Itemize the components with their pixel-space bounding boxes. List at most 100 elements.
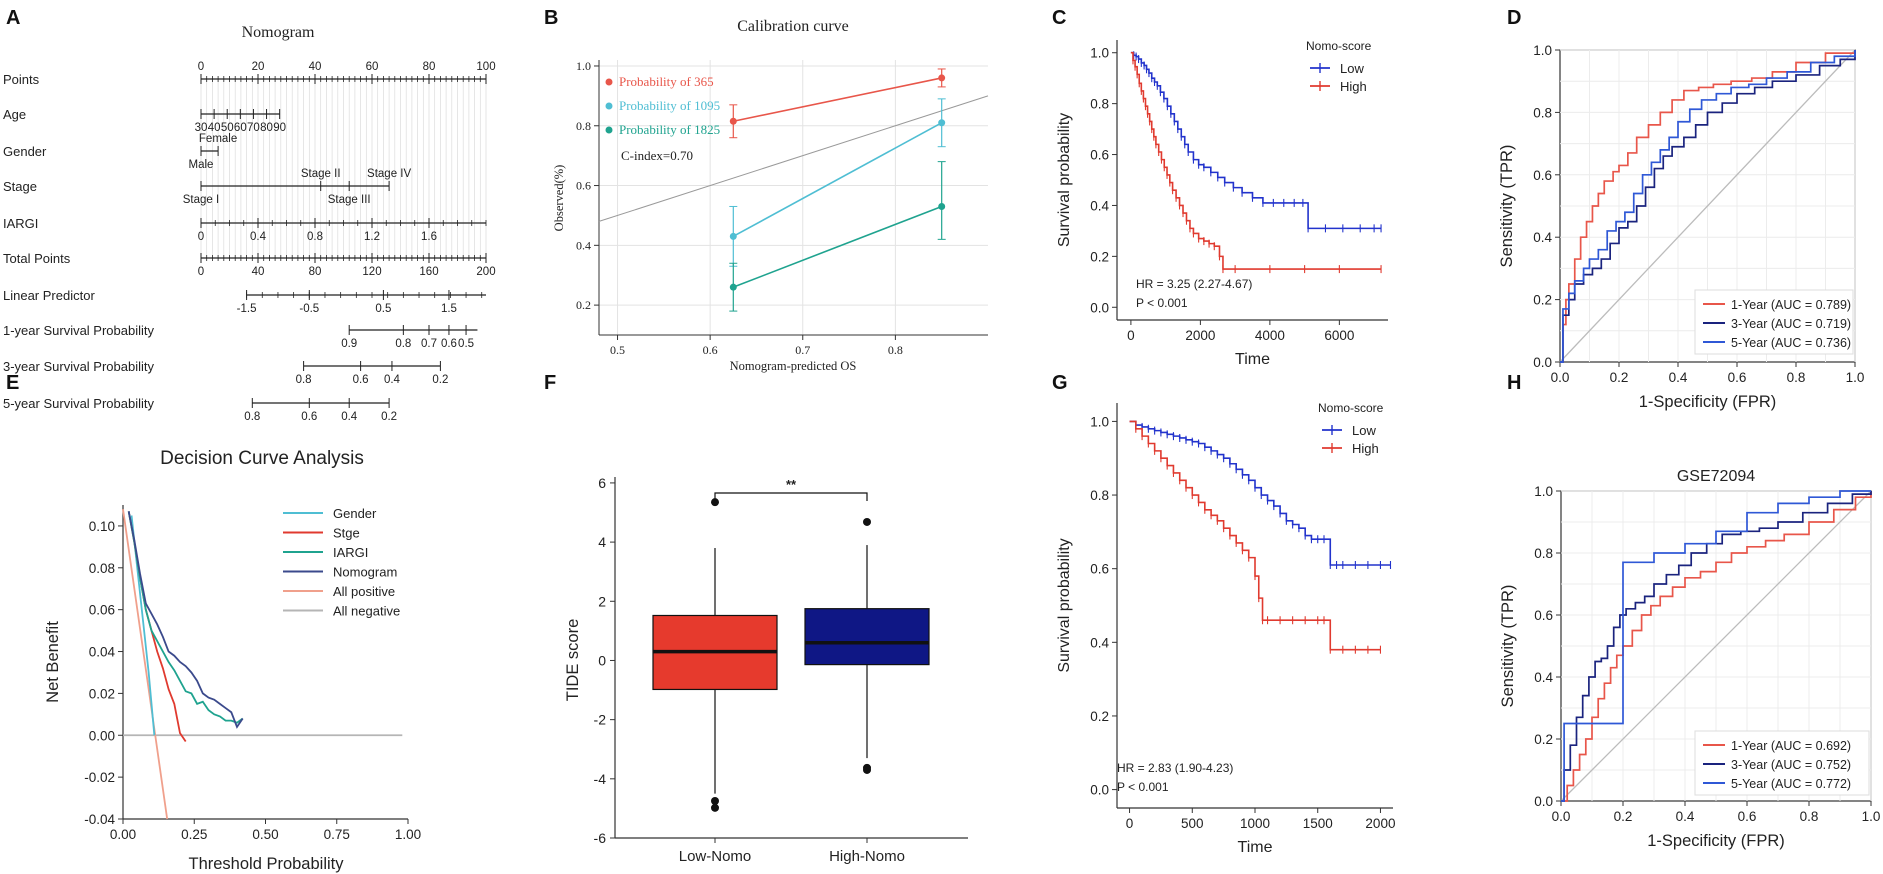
x-tick-label: 0.5: [610, 343, 625, 357]
roc-curve-2: [1560, 50, 1856, 363]
tick-label: 0.6: [441, 338, 457, 350]
x-tick-label: 0.50: [252, 827, 278, 842]
y-axis-label: Survival probability: [1056, 538, 1073, 672]
tick-label: 80: [309, 266, 322, 278]
legend-dot: [605, 102, 613, 110]
tick-label: 0.6: [301, 411, 317, 423]
y-tick-label: 0.0: [1090, 300, 1109, 315]
calibration-point: [729, 232, 737, 240]
roc-curve-3: [1560, 50, 1856, 363]
y-tick-label: 1.0: [576, 59, 591, 73]
tick-label: 0: [198, 231, 204, 243]
tick-label: 200: [476, 266, 495, 278]
significance-bracket: [714, 492, 868, 501]
x-axis-label: Time: [1238, 839, 1273, 856]
tick-label: 50: [221, 122, 234, 134]
legend-label: 3-Year (AUC = 0.752): [1731, 758, 1851, 772]
y-tick-label: 0.04: [89, 645, 116, 660]
x-tick-label: 0.0: [1551, 370, 1570, 385]
chance-diagonal: [1559, 49, 1856, 363]
tick-label: 1.2: [364, 231, 380, 243]
row-label: Age: [3, 107, 26, 122]
calibration-point: [938, 202, 946, 210]
y-tick-label: 0.06: [89, 603, 115, 618]
y-tick-label: 0.02: [89, 686, 115, 701]
tick-label: 70: [247, 122, 260, 134]
legend-title: Nomo-score: [1318, 401, 1384, 415]
tick-label: 100: [476, 61, 495, 73]
calibration-point: [729, 283, 737, 291]
hr-annotation: HR = 3.25 (2.27-4.67): [1136, 277, 1252, 291]
tick-label: 0.6: [353, 374, 369, 386]
tick-label: 40: [309, 61, 322, 73]
x-axis-label: 1-Specificity (FPR): [1647, 832, 1785, 850]
calibration-line-2: [732, 122, 943, 238]
panel-letter-b: B: [544, 7, 558, 29]
tick-label: 80: [260, 122, 273, 134]
panel-letter-a: A: [6, 7, 20, 29]
row-label: Linear Predictor: [3, 288, 95, 303]
y-tick-label: 0.2: [576, 298, 591, 312]
panel-letter-e: E: [6, 372, 19, 394]
dca-title: Decision Curve Analysis: [160, 448, 364, 469]
roc-curve-1: [1561, 491, 1872, 802]
tick-label: 0.2: [432, 374, 448, 386]
calibration-point: [938, 74, 946, 82]
row-label: Gender: [3, 144, 47, 159]
x-tick-label: 0.8: [1800, 809, 1819, 824]
hr-annotation: HR = 2.83 (1.90-4.23): [1117, 761, 1233, 775]
calibration-line-3: [733, 205, 942, 288]
roc-title: GSE72094: [1677, 468, 1755, 485]
p-annotation: P < 0.001: [1117, 780, 1169, 794]
x-tick-label: 0.8: [1787, 370, 1806, 385]
legend-label: Probability of 1825: [619, 122, 720, 137]
roc-panel-d: 0.0 0.2 0.4 0.6 0.8 1.0 0.0 0.2 0.4 0.6 0.8 1.0 1-Ye…: [1498, 43, 1864, 411]
x-axis-label: Nomogram-predicted OS: [730, 359, 857, 373]
legend-label: 1-Year (AUC = 0.692): [1731, 739, 1851, 753]
tick-label: 20: [252, 61, 265, 73]
legend-label: Probability of 1095: [619, 98, 720, 113]
outlier-point: [863, 765, 871, 774]
y-tick-label: 0.6: [1090, 562, 1109, 577]
legend-label: Probability of 365: [619, 74, 714, 89]
y-tick-label: 1.0: [1534, 484, 1553, 499]
x-tick-label: 0.4: [1676, 809, 1695, 824]
row-label: IARGI: [3, 216, 38, 231]
boxplot-panel: -6 -4 -2 0 2 4 6 Low-Nomo High-Nomo ** TIDE score: [564, 475, 968, 865]
tick-label: 0.8: [296, 374, 312, 386]
y-tick-label: 4: [598, 534, 606, 550]
y-tick-label: 0.6: [1534, 608, 1553, 623]
dca-panel: 0.00 0.25 0.50 0.75 1.00 -0.04 -0.02 0.00 0.02 0.…: [44, 448, 421, 873]
legend-label: Gender: [333, 506, 377, 521]
c-index-annotation: C-index=0.70: [621, 148, 693, 163]
tick-label: -1.5: [237, 303, 257, 315]
y-tick-label: -2: [594, 712, 607, 728]
x-tick-label: 0.00: [110, 827, 136, 842]
y-axis-label: Sensitivity (TPR): [1499, 585, 1517, 708]
y-tick-label: 0.2: [1533, 293, 1552, 308]
y-tick-label: 0.10: [89, 519, 115, 534]
x-category-label: High-Nomo: [829, 848, 905, 865]
tick-label: Male: [189, 159, 214, 171]
row-label: Stage: [3, 179, 37, 194]
y-axis-label: Net Benefit: [44, 621, 62, 703]
x-tick-label: 0: [1126, 816, 1134, 831]
tick-label: 0.5: [458, 338, 474, 350]
x-axis-label: Time: [1235, 351, 1270, 368]
dca-curve-all-positive: [122, 509, 169, 820]
roc-panel-h: 0.0 0.2 0.4 0.6 0.8 1.0 0.0 0.2 0.4 0.6 0.8 1.0 1-Ye…: [1499, 468, 1880, 850]
x-tick-label: 1.0: [1862, 809, 1881, 824]
x-tick-label: 500: [1181, 816, 1204, 831]
roc-curve-2: [1561, 491, 1872, 802]
x-category-label: Low-Nomo: [679, 848, 752, 865]
tick-label: 0: [198, 266, 204, 278]
tick-label: 60: [366, 61, 379, 73]
tick-label: 0.4: [384, 374, 401, 386]
x-tick-label: 1.0: [1846, 370, 1865, 385]
y-tick-label: 1.0: [1090, 46, 1109, 61]
tick-label: Stage II: [301, 168, 341, 180]
panel-letter-g: G: [1052, 372, 1068, 394]
outlier-point: [711, 797, 719, 806]
legend-label: Low: [1340, 61, 1364, 76]
